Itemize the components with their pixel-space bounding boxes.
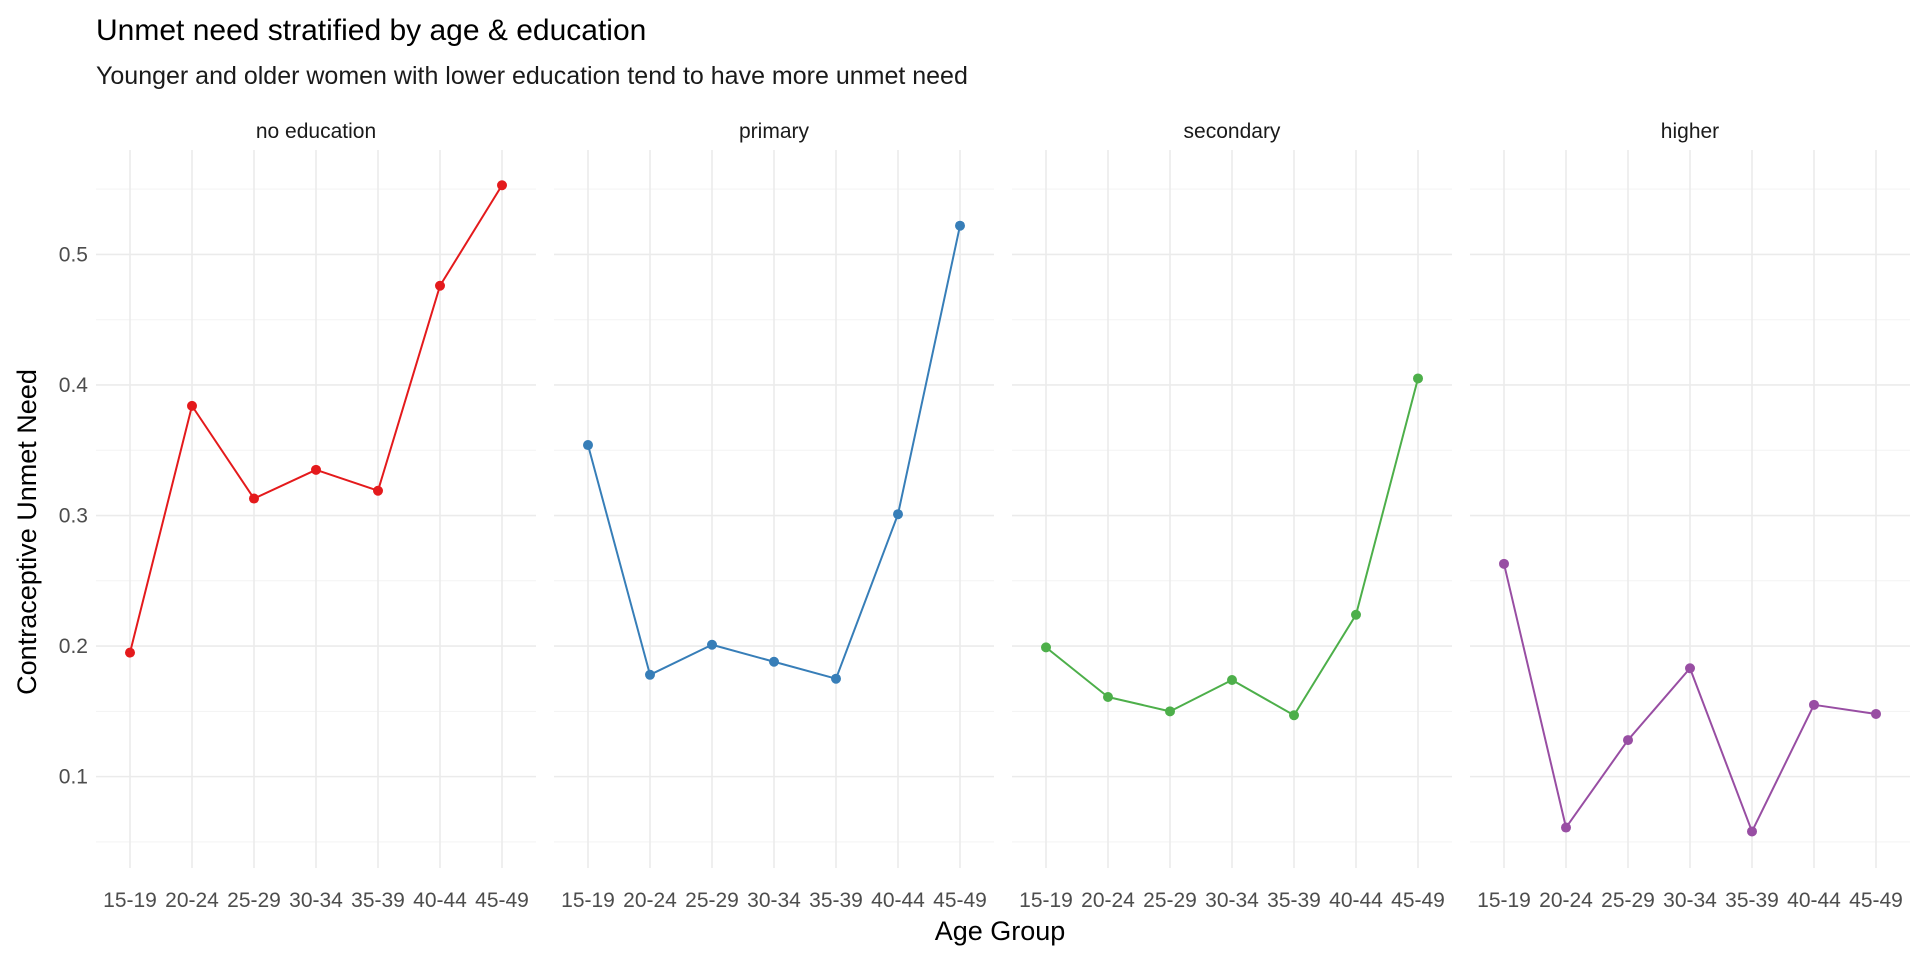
y-axis: 0.1 0.2 0.3 0.4 0.5: [59, 243, 89, 788]
x-tick-label: 15-19: [1477, 889, 1531, 912]
data-point: [1685, 663, 1695, 674]
x-axis-title: Age Group: [935, 916, 1066, 946]
x-tick-label: 15-19: [1019, 889, 1073, 912]
x-tick-label: 25-29: [1601, 889, 1655, 912]
data-point: [1103, 691, 1113, 702]
data-point: [955, 220, 965, 231]
facet-panel: no education 15-19 20-24 25-29 30-34 35-39 40-…: [96, 120, 536, 912]
data-point: [1623, 735, 1633, 746]
data-point: [707, 639, 717, 650]
x-tick-label: 25-29: [685, 889, 739, 912]
data-point: [893, 509, 903, 520]
x-tick-label: 20-24: [623, 889, 677, 912]
x-tick-label: 25-29: [1143, 889, 1197, 912]
x-tick-label: 15-19: [103, 889, 157, 912]
x-tick-label: 30-34: [1663, 889, 1717, 912]
x-tick-label: 35-39: [351, 889, 405, 912]
facet-strip-label: primary: [739, 120, 810, 143]
y-tick-label: 0.3: [59, 505, 88, 528]
chart-title: Unmet need stratified by age & education: [96, 14, 646, 47]
x-tick-label: 15-19: [561, 889, 615, 912]
x-tick-label: 40-44: [1787, 889, 1841, 912]
data-point: [1165, 706, 1175, 717]
x-tick-label: 20-24: [1539, 889, 1593, 912]
x-tick-label: 20-24: [1081, 889, 1135, 912]
facet-panel: secondary 15-19 20-24 25-29 30-34 35-39 40-44 4…: [1012, 120, 1452, 912]
data-point: [583, 440, 593, 451]
data-point: [1289, 710, 1299, 721]
data-point: [645, 669, 655, 680]
y-tick-label: 0.5: [59, 243, 88, 266]
data-point: [1561, 822, 1571, 833]
data-point: [1041, 642, 1051, 653]
data-point: [1227, 675, 1237, 686]
x-tick-label: 20-24: [165, 889, 219, 912]
x-tick-label: 45-49: [1391, 889, 1445, 912]
x-tick-label: 35-39: [809, 889, 863, 912]
y-tick-label: 0.2: [59, 635, 88, 658]
data-point: [1809, 699, 1819, 710]
data-point: [249, 493, 259, 504]
facet-strip-label: higher: [1661, 120, 1719, 143]
x-tick-label: 35-39: [1725, 889, 1779, 912]
data-point: [373, 485, 383, 496]
facet-panel: higher 15-19 20-24 25-29 30-34 35-39 40-44 45-4…: [1470, 120, 1910, 912]
x-tick-label: 30-34: [289, 889, 343, 912]
data-point: [497, 180, 507, 191]
data-point: [435, 280, 445, 291]
x-tick-label: 30-34: [1205, 889, 1259, 912]
data-point: [1871, 708, 1881, 719]
data-point: [1413, 373, 1423, 384]
chart-subtitle: Younger and older women with lower educa…: [96, 62, 968, 90]
data-point: [125, 647, 135, 658]
x-tick-label: 35-39: [1267, 889, 1321, 912]
x-tick-label: 40-44: [1329, 889, 1383, 912]
x-tick-label: 25-29: [227, 889, 281, 912]
x-tick-label: 45-49: [933, 889, 987, 912]
x-tick-label: 45-49: [475, 889, 529, 912]
facet-strip-label: secondary: [1184, 120, 1281, 143]
x-tick-label: 40-44: [871, 889, 925, 912]
data-point: [187, 400, 197, 411]
data-point: [831, 673, 841, 684]
y-tick-label: 0.1: [59, 766, 88, 789]
facet-strip-label: no education: [256, 120, 376, 143]
y-tick-label: 0.4: [59, 374, 89, 397]
data-point: [311, 464, 321, 475]
y-axis-title: Contraceptive Unmet Need: [12, 369, 42, 695]
facet-panels: no education 15-19 20-24 25-29 30-34 35-39 40-…: [96, 120, 1910, 912]
data-point: [769, 656, 779, 667]
facet-panel: primary 15-19 20-24 25-29 30-34 35-39 40-44 45-…: [554, 120, 994, 912]
x-tick-label: 30-34: [747, 889, 801, 912]
x-tick-label: 45-49: [1849, 889, 1903, 912]
data-point: [1351, 609, 1361, 620]
data-point: [1747, 826, 1757, 837]
data-point: [1499, 558, 1509, 569]
x-tick-label: 40-44: [413, 889, 467, 912]
